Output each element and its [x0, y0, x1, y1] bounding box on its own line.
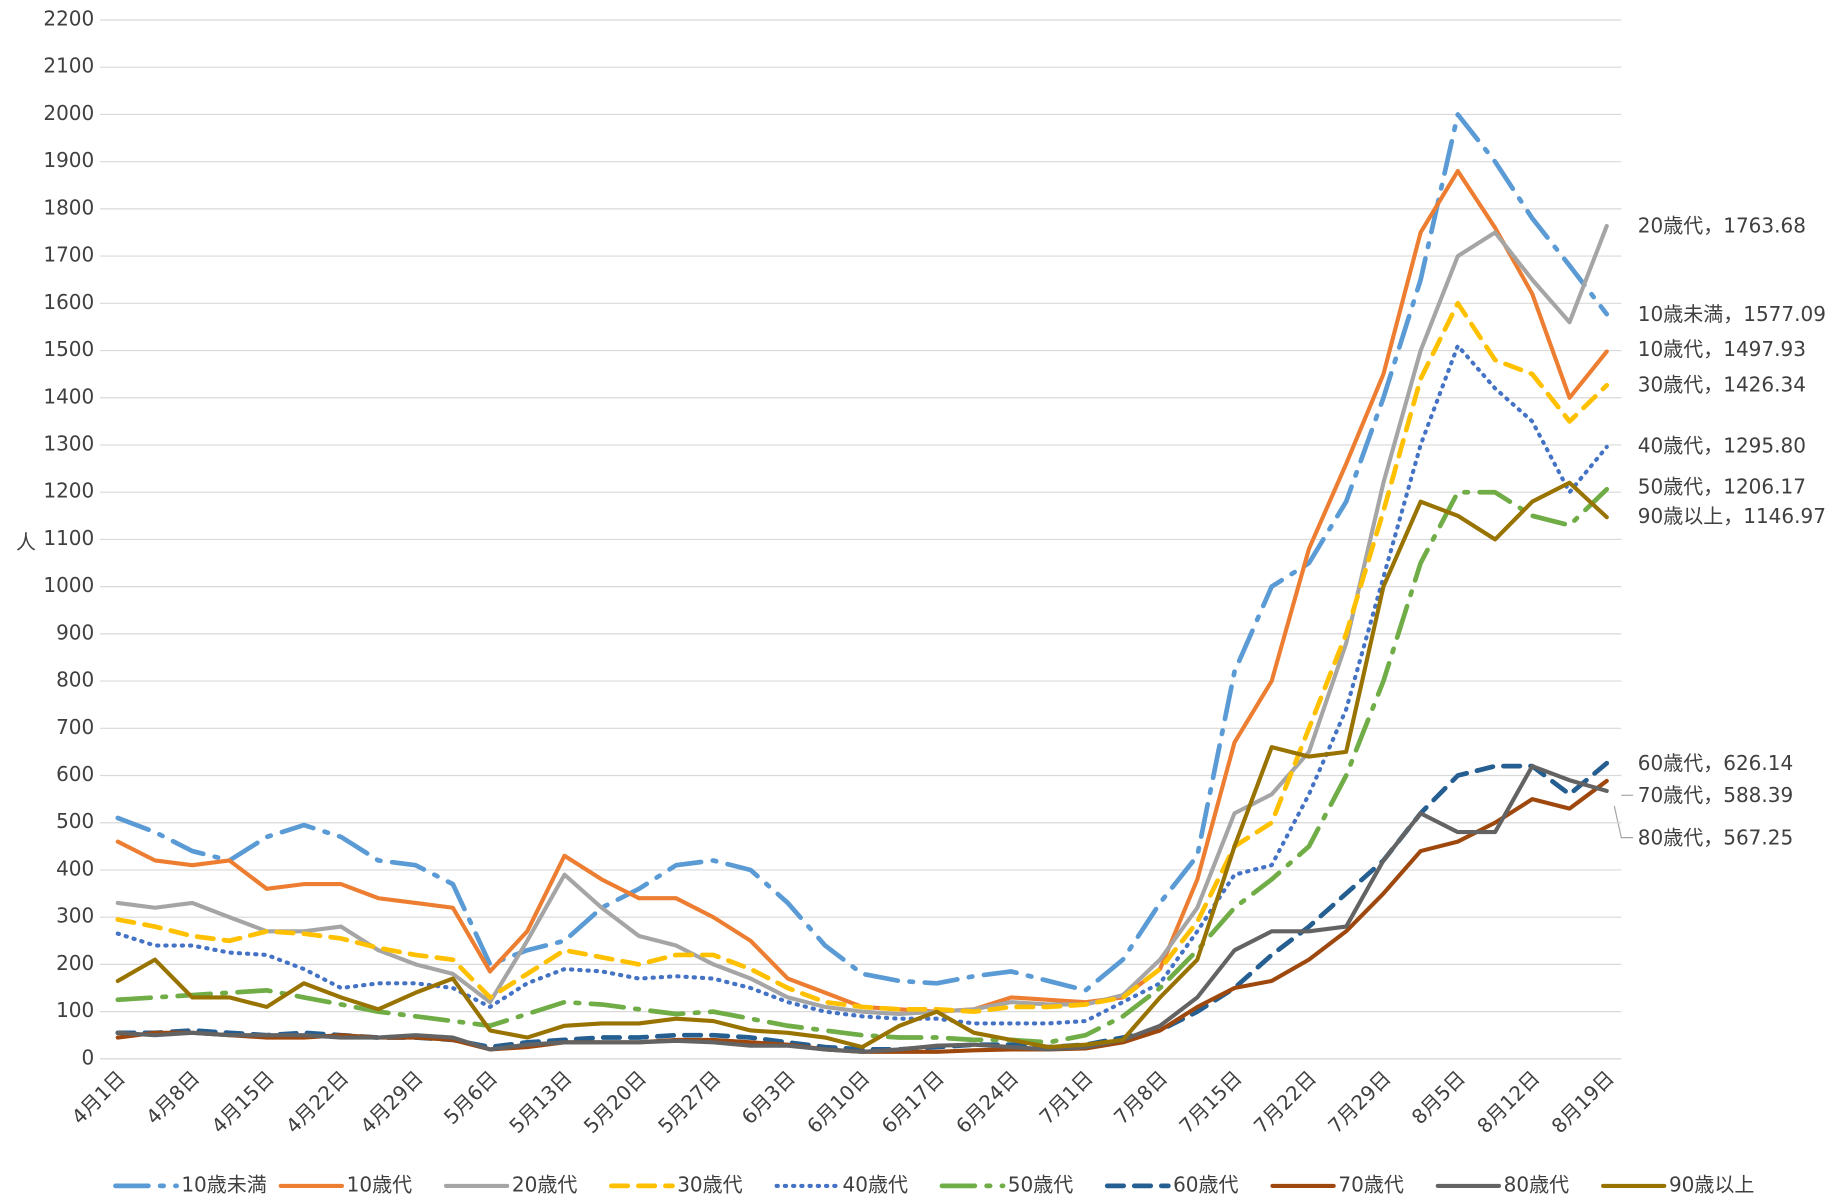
x-tick-label: 6月10日 [802, 1066, 874, 1138]
x-tick-label: 7月22日 [1249, 1066, 1321, 1138]
legend-label: 70歳代 [1338, 1172, 1403, 1196]
x-tick-label: 4月15日 [207, 1066, 279, 1138]
y-tick-label: 300 [56, 904, 94, 928]
end-label: 40歳代，1295.80 [1638, 434, 1806, 458]
y-tick-label: 2100 [43, 54, 94, 78]
end-label: 60歳代，626.14 [1638, 751, 1793, 775]
end-label: 30歳代，1426.34 [1638, 372, 1806, 396]
y-tick-label: 800 [56, 668, 94, 692]
y-tick-label: 1300 [43, 431, 94, 455]
y-tick-label: 2000 [43, 101, 94, 125]
end-label: 20歳代，1763.68 [1638, 214, 1806, 238]
legend-label: 90歳以上 [1669, 1172, 1754, 1196]
legend-label: 40歳代 [843, 1172, 908, 1196]
y-tick-label: 700 [56, 715, 94, 739]
legend-label: 80歳代 [1504, 1172, 1569, 1196]
y-tick-label: 0 [82, 1045, 95, 1069]
y-tick-label: 1100 [43, 526, 94, 550]
x-tick-label: 4月22日 [281, 1066, 353, 1138]
x-tick-label: 6月3日 [737, 1066, 800, 1129]
x-tick-label: 5月20日 [579, 1066, 651, 1138]
end-label: 10歳代，1497.93 [1638, 337, 1806, 361]
series-line [115, 300, 1610, 1015]
end-label: 90歳以上，1146.97 [1638, 504, 1826, 528]
legend-label: 50歳代 [1008, 1172, 1073, 1196]
y-tick-label: 1400 [43, 384, 94, 408]
y-tick-label: 1600 [43, 290, 94, 314]
x-tick-label: 4月8日 [141, 1066, 204, 1129]
end-label: 10歳未満，1577.09 [1638, 302, 1826, 326]
y-tick-label: 1900 [43, 148, 94, 172]
y-tick-label: 500 [56, 809, 94, 833]
series-line [115, 112, 1610, 993]
x-tick-label: 4月1日 [67, 1066, 130, 1129]
x-tick-label: 5月13日 [504, 1066, 576, 1138]
legend-label: 10歳代 [347, 1172, 412, 1196]
end-label: 80歳代，567.25 [1638, 825, 1793, 849]
legend-label: 60歳代 [1173, 1172, 1238, 1196]
x-tick-label: 7月8日 [1109, 1066, 1172, 1129]
series-line [115, 343, 1609, 1026]
y-axis-label: 人 [16, 530, 36, 554]
y-tick-label: 200 [56, 951, 94, 975]
end-label: 50歳代，1206.17 [1638, 475, 1806, 499]
series-line [115, 480, 1609, 1050]
x-tick-label: 6月17日 [877, 1066, 949, 1138]
x-tick-label: 8月19日 [1547, 1066, 1619, 1138]
y-tick-label: 400 [56, 856, 94, 880]
x-tick-label: 7月1日 [1034, 1066, 1097, 1129]
leader-line [1613, 805, 1634, 839]
y-tick-label: 1200 [43, 479, 94, 503]
end-label: 70歳代，588.39 [1638, 783, 1793, 807]
series-line [115, 764, 1609, 1054]
y-tick-label: 1800 [43, 195, 94, 219]
legend-label: 30歳代 [677, 1172, 742, 1196]
legend-label: 20歳代 [512, 1172, 577, 1196]
x-tick-label: 8月12日 [1472, 1066, 1544, 1138]
x-tick-label: 4月29日 [355, 1066, 427, 1138]
y-tick-label: 1700 [43, 243, 94, 267]
x-tick-label: 6月24日 [951, 1066, 1023, 1138]
legend-label: 10歳未満 [181, 1172, 266, 1196]
y-tick-label: 600 [56, 762, 94, 786]
x-tick-label: 7月15日 [1174, 1066, 1246, 1138]
y-tick-label: 100 [56, 998, 94, 1022]
y-tick-label: 2200 [43, 6, 94, 30]
y-tick-label: 1500 [43, 337, 94, 361]
x-tick-label: 8月5日 [1407, 1066, 1470, 1129]
x-tick-label: 5月6日 [439, 1066, 502, 1129]
y-tick-label: 1000 [43, 573, 94, 597]
x-tick-label: 7月29日 [1323, 1066, 1395, 1138]
x-tick-label: 5月27日 [653, 1066, 725, 1138]
series-line [115, 486, 1610, 1045]
y-tick-label: 900 [56, 620, 94, 644]
